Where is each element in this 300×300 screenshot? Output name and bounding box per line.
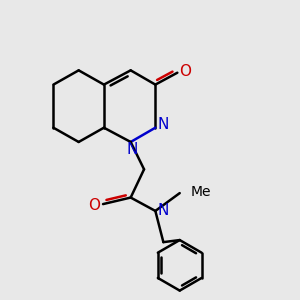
Text: O: O [179, 64, 191, 79]
Text: N: N [158, 117, 169, 132]
Text: N: N [158, 203, 169, 218]
Text: Me: Me [191, 185, 211, 199]
Text: N: N [127, 142, 138, 157]
Text: O: O [88, 198, 100, 213]
